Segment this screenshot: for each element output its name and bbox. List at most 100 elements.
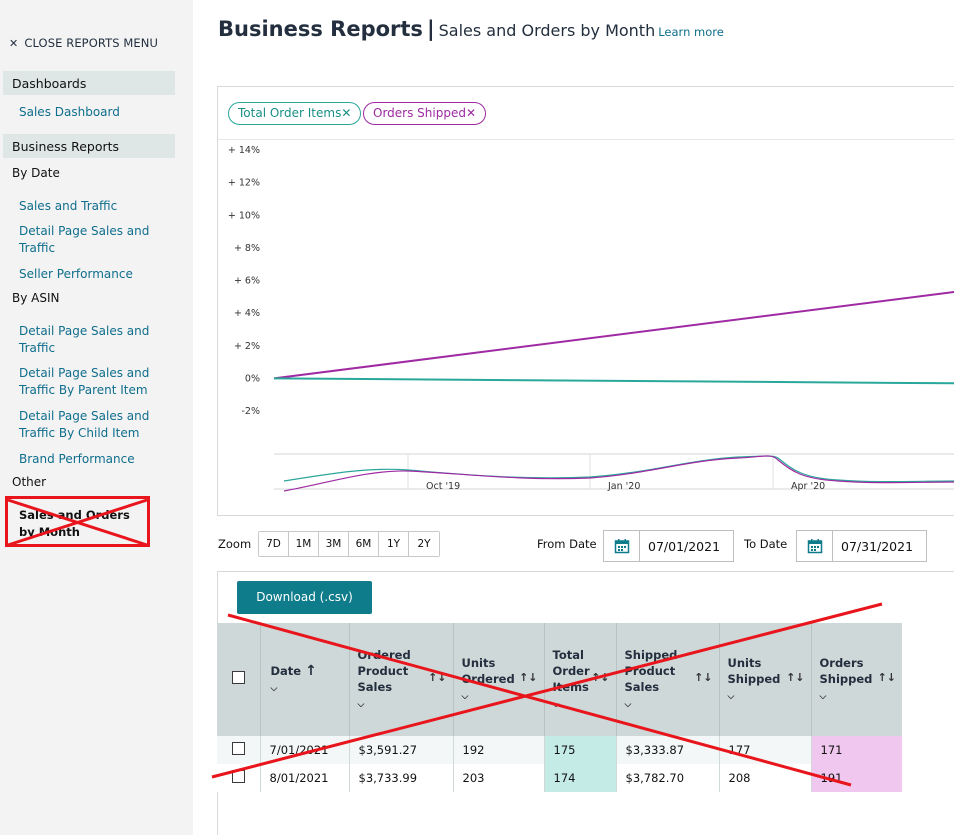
to-date-label: To Date <box>744 537 788 551</box>
column-header-shipped-product-sales[interactable]: Shipped Product Sales ⌵ ↑↓ <box>615 623 719 736</box>
sidebar-item-asin-parent-item[interactable]: Detail Page Sales and Traffic By Parent … <box>19 366 150 397</box>
table-header-row: Date ↑ ⌵ Ordered Product Sales ⌵ ↑↓ Units… <box>217 623 902 736</box>
y-tick-label: + 8% <box>234 243 260 254</box>
sort-icon[interactable]: ↑↓ <box>877 671 896 684</box>
zoom-button-group: 7D 1M 3M 6M 1Y 2Y <box>258 531 440 557</box>
sidebar-item-asin-detail-page[interactable]: Detail Page Sales and Traffic <box>19 324 150 355</box>
sidebar-item-seller-performance[interactable]: Seller Performance <box>19 267 133 281</box>
zoom-3m-button[interactable]: 3M <box>319 532 349 556</box>
business-reports-heading: Business Reports <box>3 134 175 158</box>
chip-total-order-items[interactable]: Total Order Items✕ <box>228 102 362 125</box>
zoom-2y-button[interactable]: 2Y <box>409 532 439 556</box>
sort-icon[interactable]: ↑↓ <box>694 671 713 684</box>
navigator-tick-label: Jan '20 <box>607 481 640 492</box>
column-header-total-order-items[interactable]: Total Order Items ⌵ ↑↓ <box>543 623 616 736</box>
cell-total-order-items: 175 <box>543 736 616 764</box>
chevron-down-icon[interactable]: ⌵ <box>727 691 735 702</box>
table-row: 8/01/2021 $3,733.99 203 174 $3,782.70 20… <box>217 764 902 792</box>
y-tick-label: + 2% <box>234 341 260 352</box>
column-header-label: Total Order Items <box>552 647 590 694</box>
cell-shipped-product-sales: $3,333.87 <box>615 736 719 764</box>
line-chart: + 14% + 12% + 10% + 8% + 6% + 4% + 2% 0% -2% Oct … <box>228 145 954 492</box>
cell-ordered-product-sales: $3,733.99 <box>348 764 453 792</box>
close-icon: ✕ <box>9 37 19 50</box>
to-date-field[interactable]: 07/31/2021 <box>796 530 927 562</box>
chevron-down-icon[interactable]: ⌵ <box>270 683 278 694</box>
zoom-1y-button[interactable]: 1Y <box>379 532 409 556</box>
zoom-label: Zoom <box>218 537 252 551</box>
row-select-cell <box>217 736 260 764</box>
from-date-field[interactable]: 07/01/2021 <box>603 530 734 562</box>
chevron-down-icon[interactable]: ⌵ <box>624 699 632 710</box>
y-tick-label: + 14% <box>228 145 260 156</box>
column-header-units-shipped[interactable]: Units Shipped ⌵ ↑↓ <box>718 623 811 736</box>
cell-ordered-product-sales: $3,591.27 <box>348 736 453 764</box>
download-csv-button[interactable]: Download (.csv) <box>237 581 372 614</box>
column-header-ordered-product-sales[interactable]: Ordered Product Sales ⌵ ↑↓ <box>348 623 453 736</box>
remove-chip-icon[interactable]: ✕ <box>465 106 477 120</box>
other-label: Other <box>12 475 47 489</box>
column-header-label: Date <box>270 663 302 678</box>
cell-total-order-items: 174 <box>543 764 616 792</box>
close-reports-menu-button[interactable]: ✕ CLOSE REPORTS MENU <box>9 36 158 50</box>
learn-more-link[interactable]: Learn more <box>658 25 724 39</box>
sort-icon[interactable]: ↑↓ <box>428 671 447 684</box>
sidebar-item-sales-dashboard[interactable]: Sales Dashboard <box>19 105 120 119</box>
by-asin-label: By ASIN <box>12 291 60 305</box>
cell-orders-shipped: 171 <box>810 736 902 764</box>
cell-orders-shipped: 191 <box>810 764 902 792</box>
calendar-icon[interactable] <box>797 531 833 561</box>
y-tick-label: + 10% <box>228 210 260 221</box>
select-all-checkbox[interactable] <box>231 671 245 684</box>
select-all-cell <box>217 623 260 736</box>
chip-orders-shipped[interactable]: Orders Shipped✕ <box>363 102 487 125</box>
navigator-series-line <box>283 455 954 492</box>
panel-divider <box>218 139 954 140</box>
page-subtitle: Sales and Orders by Month <box>438 21 656 40</box>
zoom-7d-button[interactable]: 7D <box>259 532 289 556</box>
y-tick-label: -2% <box>242 406 261 417</box>
column-header-orders-shipped[interactable]: Orders Shipped ⌵ ↑↓ <box>810 623 902 736</box>
column-header-date[interactable]: Date ↑ ⌵ <box>259 623 349 736</box>
series-line <box>273 377 954 385</box>
chevron-down-icon[interactable]: ⌵ <box>461 691 469 702</box>
row-checkbox[interactable] <box>231 770 245 783</box>
sort-icon[interactable]: ↑↓ <box>591 671 610 684</box>
dashboards-heading: Dashboards <box>3 71 175 95</box>
sidebar-item-detail-page-sales-traffic[interactable]: Detail Page Sales and Traffic <box>19 224 150 255</box>
sidebar-item-asin-child-item[interactable]: Detail Page Sales and Traffic By Child I… <box>19 409 150 440</box>
zoom-1m-button[interactable]: 1M <box>289 532 319 556</box>
sidebar-item-brand-performance[interactable]: Brand Performance <box>19 452 135 466</box>
chevron-down-icon[interactable]: ⌵ <box>819 691 827 702</box>
column-header-label: Ordered Product Sales <box>357 647 411 694</box>
zoom-6m-button[interactable]: 6M <box>349 532 379 556</box>
cell-units-shipped: 177 <box>718 736 811 764</box>
cell-units-ordered: 192 <box>452 736 544 764</box>
by-date-label: By Date <box>12 166 60 180</box>
annotation-red-box <box>5 496 150 547</box>
navigator-tick-label: Apr '20 <box>791 481 825 492</box>
row-select-cell <box>217 764 260 792</box>
sort-icon[interactable]: ↑↓ <box>519 671 538 684</box>
sort-ascending-icon[interactable]: ↑ <box>305 662 317 679</box>
calendar-icon[interactable] <box>604 531 640 561</box>
close-reports-menu-label: CLOSE REPORTS MENU <box>24 36 159 50</box>
remove-chip-icon[interactable]: ✕ <box>341 106 352 120</box>
sidebar-item-sales-and-traffic[interactable]: Sales and Traffic <box>19 199 118 213</box>
chevron-down-icon[interactable]: ⌵ <box>552 699 560 710</box>
column-header-units-ordered[interactable]: Units Ordered ⌵ ↑↓ <box>452 623 544 736</box>
y-tick-label: + 4% <box>234 308 260 319</box>
page-title-main: Business Reports <box>218 17 423 41</box>
chevron-down-icon[interactable]: ⌵ <box>357 699 365 710</box>
sort-icon[interactable]: ↑↓ <box>786 671 805 684</box>
reports-sidebar: ✕ CLOSE REPORTS MENU Dashboards Sales Das… <box>0 0 193 835</box>
row-checkbox[interactable] <box>231 742 245 755</box>
chart-panel: Total Order Items✕ Orders Shipped✕ + 14%… <box>217 86 954 516</box>
cell-date: 8/01/2021 <box>259 764 349 792</box>
navigator-series-line <box>283 455 954 483</box>
table-row: 7/01/2021 $3,591.27 192 175 $3,333.87 17… <box>217 736 902 764</box>
column-header-label: Units Shipped <box>727 655 781 686</box>
cell-shipped-product-sales: $3,782.70 <box>615 764 719 792</box>
column-header-label: Orders Shipped <box>819 655 873 686</box>
to-date-value: 07/31/2021 <box>841 538 914 554</box>
